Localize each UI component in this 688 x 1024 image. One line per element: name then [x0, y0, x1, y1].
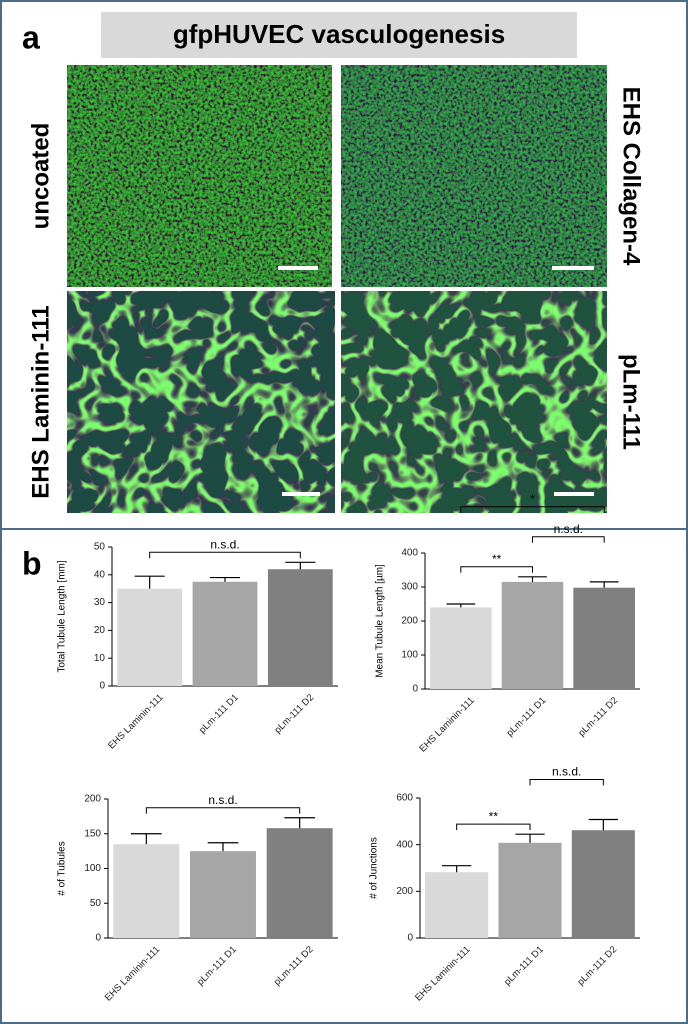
y-tick-label: 50 [94, 542, 106, 553]
panel-label: a [22, 19, 40, 55]
error-bar [209, 576, 241, 582]
significance-label: n.s.d. [554, 522, 583, 536]
x-tick-label: pLm-111 D1 [505, 695, 549, 739]
y-tick-label: 20 [94, 625, 106, 636]
error-bar [207, 842, 239, 852]
x-tick-label: EHS Laminin-111 [106, 692, 165, 751]
bar [571, 830, 635, 938]
y-tick-label: 50 [90, 898, 102, 909]
bar [425, 872, 489, 938]
bar [501, 581, 564, 689]
bar [113, 844, 180, 938]
image-label: EHS Collagen-4 [618, 87, 645, 266]
bar [117, 588, 183, 686]
y-tick-label: 200 [84, 794, 101, 805]
y-tick-label: 0 [95, 933, 101, 944]
y-tick-label: 10 [94, 653, 106, 664]
y-tick-label: 150 [84, 828, 101, 839]
error-bar [134, 575, 165, 589]
panel-label: b [22, 545, 42, 581]
x-tick-label: pLm-111 D1 [195, 944, 239, 988]
significance-label: ** [489, 809, 499, 823]
title-box [101, 12, 577, 58]
x-tick-label: pLm-111 D1 [502, 944, 546, 988]
y-tick-label: 0 [412, 684, 418, 695]
y-axis-label: # of Junctions [369, 837, 380, 899]
y-axis-label: Total Tubule Length [mm] [57, 560, 68, 673]
error-bar [285, 561, 316, 570]
x-tick-label: pLm-111 D1 [197, 692, 241, 736]
y-tick-label: 0 [99, 681, 105, 692]
bar [430, 607, 492, 689]
image-label: pLm-111 [618, 354, 645, 450]
error-bar [131, 833, 162, 845]
x-tick-label: pLm-111 D2 [272, 692, 316, 736]
bar [498, 842, 562, 938]
significance-bracket [456, 823, 531, 831]
y-tick-label: 0 [407, 933, 413, 944]
significance-label: n.s.d. [552, 765, 581, 779]
bar [573, 587, 635, 689]
significance-bracket [145, 807, 301, 814]
error-bar [284, 817, 315, 829]
error-bar [442, 865, 472, 873]
image-label: EHS Laminin-111 [27, 305, 54, 498]
y-tick-label: 300 [401, 582, 418, 593]
significance-bracket [460, 506, 605, 513]
bar [190, 851, 256, 938]
x-tick-label: pLm-111 D2 [272, 944, 316, 988]
significance-label: * [530, 492, 535, 506]
bar [267, 569, 333, 686]
y-tick-label: 400 [401, 548, 418, 559]
x-tick-label: EHS Laminin-111 [103, 944, 162, 1003]
error-bar [446, 603, 476, 608]
micrographs [67, 65, 607, 513]
y-tick-label: 30 [94, 597, 106, 608]
x-tick-label: EHS Laminin-111 [417, 695, 476, 754]
error-bar [588, 818, 618, 831]
y-tick-label: 40 [94, 569, 106, 580]
x-tick-label: pLm-111 D2 [576, 695, 620, 739]
y-tick-label: 100 [401, 650, 418, 661]
y-tick-label: 600 [396, 793, 413, 804]
significance-bracket [149, 551, 301, 559]
y-tick-label: 200 [396, 886, 413, 897]
y-tick-label: 100 [84, 863, 101, 874]
y-tick-label: 400 [396, 839, 413, 850]
y-axis-label: # of Tubules [57, 841, 68, 895]
significance-bracket [460, 566, 533, 573]
significance-bracket [529, 778, 604, 786]
y-tick-label: 200 [401, 616, 418, 627]
significance-label: n.s.d. [210, 537, 239, 551]
error-bar [589, 581, 619, 588]
x-tick-label: EHS Laminin-111 [413, 944, 472, 1003]
significance-label: ** [492, 552, 502, 566]
y-axis-label: Mean Tubule Length [µm] [375, 564, 386, 678]
error-bar [515, 833, 545, 843]
panel-title: gfpHUVEC vasculogenesis [173, 19, 505, 49]
significance-label: n.s.d. [208, 793, 237, 807]
bar [192, 581, 258, 686]
significance-bracket [532, 536, 605, 543]
x-tick-label: pLm-111 D2 [575, 944, 619, 988]
image-label: uncoated [27, 123, 54, 230]
error-bar [518, 576, 547, 582]
bar [266, 828, 333, 938]
